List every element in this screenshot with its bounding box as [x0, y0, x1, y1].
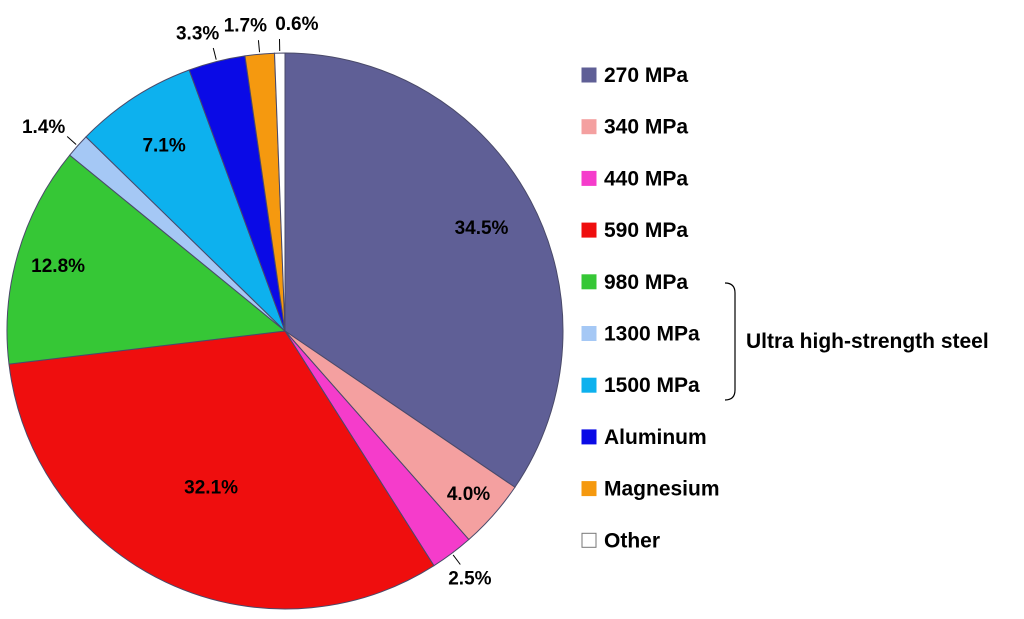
legend-label-other: Other: [604, 529, 660, 552]
legend-swatch-590-mpa: [581, 222, 597, 238]
legend-swatch-340-mpa: [581, 119, 597, 135]
data-label-340-mpa: 4.0%: [447, 484, 490, 505]
legend-label-magnesium: Magnesium: [604, 478, 720, 501]
legend-swatch-440-mpa: [581, 170, 597, 186]
data-label-magnesium: 1.7%: [224, 15, 267, 36]
slice-1500-mpa: [85, 69, 286, 332]
legend-swatch-980-mpa: [581, 274, 597, 290]
legend-label-1300-mpa: 1300 MPa: [604, 323, 700, 346]
slice-270-mpa: [284, 52, 564, 488]
legend-label-440-mpa: 440 MPa: [604, 167, 688, 190]
legend-label-270-mpa: 270 MPa: [604, 64, 688, 87]
data-label-590-mpa: 32.1%: [184, 478, 238, 499]
slice-980-mpa: [6, 154, 287, 365]
legend-label-980-mpa: 980 MPa: [604, 271, 688, 294]
legend-label-aluminum: Aluminum: [604, 426, 707, 449]
slice-590-mpa: [8, 330, 435, 610]
data-label-1500-mpa: 7.1%: [142, 135, 185, 156]
leader-440-mpa: [452, 554, 461, 565]
leader-lines: [66, 39, 461, 565]
pie-slices: [6, 52, 564, 610]
group-annotation: Ultra high-strength steel: [724, 282, 989, 401]
group-bracket: [724, 282, 736, 401]
legend-swatch-other: [581, 532, 597, 548]
legend-label-590-mpa: 590 MPa: [604, 219, 688, 242]
data-label-980-mpa: 12.8%: [31, 256, 85, 277]
data-label-aluminum: 3.3%: [176, 23, 219, 44]
data-label-440-mpa: 2.5%: [448, 568, 491, 589]
legend-swatch-1500-mpa: [581, 377, 597, 393]
legend-label-1500-mpa: 1500 MPa: [604, 374, 700, 397]
data-label-1300-mpa: 1.4%: [22, 117, 65, 138]
legend-swatch-magnesium: [581, 481, 597, 497]
data-label-other: 0.6%: [275, 14, 318, 35]
data-labels: 34.5% 4.0% 2.5% 32.1% 12.8% 1.4% 7.1% 3.3% 1.7% 0…: [22, 14, 509, 589]
leader-1300-mpa: [66, 136, 77, 145]
legend-label-340-mpa: 340 MPa: [604, 116, 688, 139]
data-label-270-mpa: 34.5%: [455, 218, 509, 239]
legend-swatch-aluminum: [581, 429, 597, 445]
legend-swatch-1300-mpa: [581, 326, 597, 341]
group-label: Ultra high-strength steel: [746, 330, 989, 353]
leader-magnesium: [257, 40, 261, 53]
slice-other: [274, 52, 286, 332]
legend-swatch-270-mpa: [581, 67, 597, 83]
legend: 270 MPa 340 MPa 440 MPa 590 MPa 980 MPa 1300 …: [581, 64, 720, 552]
leader-aluminum: [212, 47, 217, 60]
